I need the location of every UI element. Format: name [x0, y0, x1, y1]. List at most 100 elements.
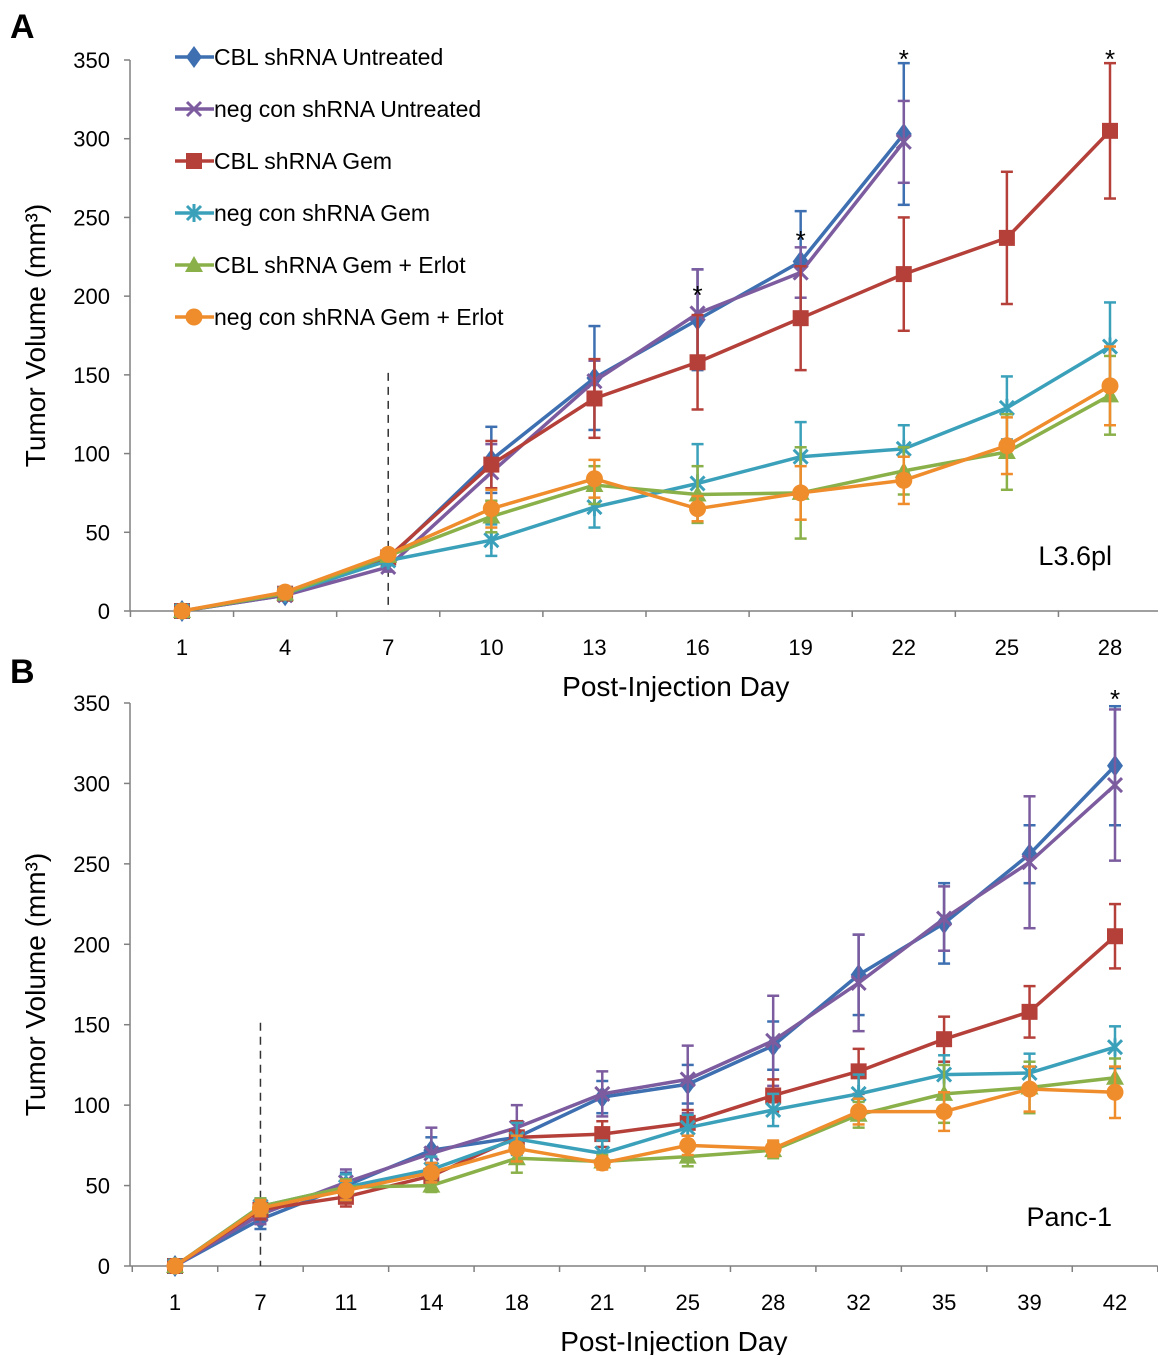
data-point [166, 1257, 184, 1275]
data-point [1106, 1083, 1124, 1101]
y-tick-label: 200 [73, 284, 110, 309]
data-point [585, 470, 603, 488]
legend-label: neg con shRNA Untreated [214, 96, 481, 122]
data-point [936, 910, 953, 927]
series-neg-con-shrna-gem-erlot [173, 345, 1119, 620]
data-point [379, 545, 397, 563]
data-point [422, 1176, 441, 1193]
data-point [679, 1118, 696, 1137]
y-tick-label: 50 [86, 520, 110, 545]
series-line [181, 140, 906, 613]
data-point [764, 1140, 782, 1158]
legend-marker [186, 153, 202, 169]
series-cbl-shrna-gem-erlot [173, 354, 1119, 618]
x-tick-label: 7 [254, 1290, 266, 1315]
data-point [593, 1154, 611, 1172]
legend-marker [185, 256, 203, 272]
data-point [1107, 928, 1123, 945]
x-tick-label: 11 [334, 1290, 357, 1315]
cell-line-label: Panc-1 [1026, 1202, 1112, 1232]
y-tick-label: 250 [73, 205, 110, 230]
y-axis-title: Tumor Volume (mm³) [20, 204, 51, 467]
x-tick-label: 42 [1103, 1290, 1127, 1315]
cell-line-label: L3.6pl [1038, 541, 1112, 571]
data-point [689, 354, 706, 371]
data-point [895, 133, 912, 150]
series-neg-con-shrna-gem [166, 1025, 1124, 1275]
panel-letter-a: A [10, 8, 35, 46]
data-point [935, 1103, 953, 1121]
series-line [174, 1087, 1116, 1268]
y-tick-label: 350 [73, 48, 110, 73]
legend: CBL shRNA Untreated neg con shRNA Untreat… [175, 44, 504, 330]
data-point [173, 602, 191, 620]
data-point [679, 1136, 697, 1154]
legend-marker [185, 204, 203, 222]
data-point [688, 485, 707, 502]
x-axis-title: Post-Injection Day [562, 671, 789, 702]
y-tick-label: 100 [73, 442, 110, 467]
x-axis-title: Post-Injection Day [560, 1326, 787, 1355]
data-point [850, 1103, 868, 1121]
legend-label: neg con shRNA Gem + Erlot [214, 304, 504, 330]
y-tick-label: 300 [73, 127, 110, 152]
legend-item-neg-con-shrna-untreated: neg con shRNA Untreated [175, 96, 481, 122]
x-tick-label: 32 [846, 1290, 870, 1315]
series-line [174, 764, 1117, 1268]
legend-item-cbl-shrna-gem-erlot: CBL shRNA Gem + Erlot [175, 252, 466, 278]
data-point [1106, 1038, 1124, 1057]
y-tick-label: 200 [73, 932, 110, 957]
x-tick-label: 13 [582, 635, 606, 660]
data-point [689, 500, 707, 518]
panel-b: B 0 50 100 150 200 250 300 350 1 7 11 14 18 21 25 28 32 3… [10, 653, 1158, 1355]
x-tick-label: 1 [176, 635, 188, 660]
significance-star: * [1110, 684, 1120, 714]
significance-star: * [692, 280, 702, 310]
data-point [251, 1199, 269, 1217]
x-tick-label: 25 [995, 635, 1019, 660]
legend-label: CBL shRNA Gem + Erlot [214, 252, 466, 278]
significance-star: * [1105, 44, 1115, 74]
y-tick-label: 0 [98, 1254, 110, 1279]
data-point [1021, 1003, 1038, 1020]
x-tick-label: 28 [761, 1290, 785, 1315]
y-tick-label: 150 [73, 1013, 110, 1038]
series-line [181, 384, 1111, 613]
y-tick-label: 300 [73, 771, 110, 796]
data-point [508, 1140, 526, 1158]
x-tick-label: 22 [892, 635, 916, 660]
data-point [1021, 854, 1038, 871]
data-point [594, 1085, 611, 1102]
data-point [998, 437, 1016, 455]
data-point [1021, 1080, 1039, 1098]
legend-label: CBL shRNA Gem [214, 148, 392, 174]
series-cbl-shrna-untreated [167, 704, 1123, 1277]
data-point [792, 310, 809, 327]
legend-item-neg-con-shrna-gem: neg con shRNA Gem [175, 200, 430, 226]
legend-item-cbl-shrna-gem: CBL shRNA Gem [175, 148, 392, 174]
x-tick-label: 7 [382, 635, 394, 660]
x-tick-label: 14 [419, 1290, 443, 1315]
data-point [594, 1126, 611, 1143]
x-tick-label: 16 [685, 635, 709, 660]
data-point [765, 1100, 782, 1119]
x-tick-label: 35 [932, 1290, 956, 1315]
x-tick-label: 4 [279, 635, 291, 660]
legend-label: CBL shRNA Untreated [214, 44, 443, 70]
legend-label: neg con shRNA Gem [214, 200, 430, 226]
significance-star: * [796, 225, 806, 255]
legend-marker [185, 100, 203, 118]
legend-marker [185, 308, 203, 326]
y-axis-title: Tumor Volume (mm³) [20, 853, 51, 1116]
y-tick-label: 150 [73, 363, 110, 388]
y-tick-label: 100 [73, 1093, 110, 1118]
data-point [483, 531, 500, 550]
data-point [679, 1071, 696, 1088]
data-point [895, 266, 912, 283]
series-line [181, 345, 1111, 613]
y-tick-label: 50 [86, 1174, 110, 1199]
legend-item-cbl-shrna-untreated: CBL shRNA Untreated [175, 44, 443, 70]
panel-a: A 0 50 100 150 200 250 300 350 1 4 7 10 13 16 19 22 25 28… [10, 8, 1158, 702]
data-point [936, 1031, 953, 1048]
